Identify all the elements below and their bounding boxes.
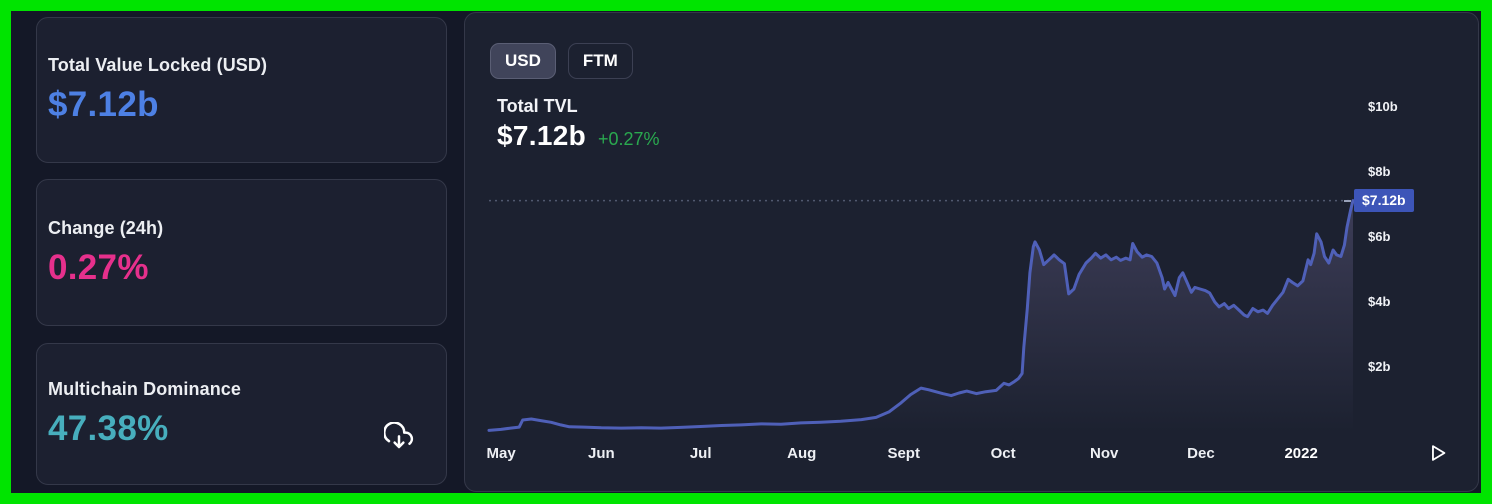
- multichain-dominance-card-label: Multichain Dominance: [48, 379, 242, 399]
- play-icon: [1427, 442, 1451, 464]
- tvl-area-chart[interactable]: [465, 13, 1480, 493]
- change-24h-card-value: 0.27%: [48, 247, 149, 287]
- x-axis-label: May: [486, 445, 516, 462]
- chart-change-percent: +0.27%: [597, 129, 660, 149]
- download-cloud-icon: [384, 422, 414, 452]
- download-csv-button[interactable]: [384, 422, 414, 452]
- chart-current-value: $7.12b: [497, 120, 586, 151]
- x-axis-label: 2022: [1284, 445, 1318, 462]
- x-axis-label: Jul: [689, 445, 712, 462]
- y-axis-label: $8b: [1368, 164, 1391, 179]
- y-axis-label: $4b: [1368, 294, 1391, 309]
- multichain-dominance-stat-card: Multichain Dominance 47.38%: [36, 343, 447, 485]
- tvl-card-value: $7.12b: [48, 85, 159, 124]
- currency-toggle: USD FTM: [490, 43, 633, 79]
- tvl-stat-card: Total Value Locked (USD) $7.12b: [36, 17, 447, 163]
- x-axis-label: Aug: [787, 445, 817, 462]
- chart-value-row: $7.12b +0.27%: [497, 120, 660, 152]
- x-axis-label: Jun: [587, 445, 615, 462]
- y-axis-label: $2b: [1368, 359, 1391, 374]
- dashboard-background: Total Value Locked (USD) $7.12b Change (…: [11, 11, 1481, 493]
- x-axis-label: Sept: [887, 445, 920, 462]
- chart-area-fill: [489, 200, 1353, 432]
- x-axis-label: Nov: [1089, 445, 1119, 462]
- y-axis-label: $10b: [1368, 99, 1398, 114]
- x-axis-label: Oct: [990, 445, 1016, 462]
- tvl-card-label: Total Value Locked (USD): [48, 55, 268, 75]
- ftm-toggle-button[interactable]: FTM: [567, 43, 633, 79]
- chart-line: [487, 199, 1355, 432]
- y-axis-label: $6b: [1368, 229, 1391, 244]
- play-animation-button[interactable]: [1427, 441, 1451, 465]
- chart-title: Total TVL: [497, 96, 578, 116]
- tvl-chart-panel: USD FTM Total TVL $7.12b +0.27% $: [464, 12, 1479, 492]
- x-axis-label: Dec: [1187, 445, 1215, 462]
- multichain-dominance-card-value: 47.38%: [48, 409, 169, 448]
- change-24h-card-label: Change (24h): [48, 217, 164, 238]
- change-24h-stat-card: Change (24h) 0.27%: [36, 179, 447, 326]
- current-value-badge: $7.12b: [1354, 189, 1414, 213]
- usd-toggle-button[interactable]: USD: [490, 43, 556, 79]
- axis-pointer-dash: [1344, 199, 1351, 202]
